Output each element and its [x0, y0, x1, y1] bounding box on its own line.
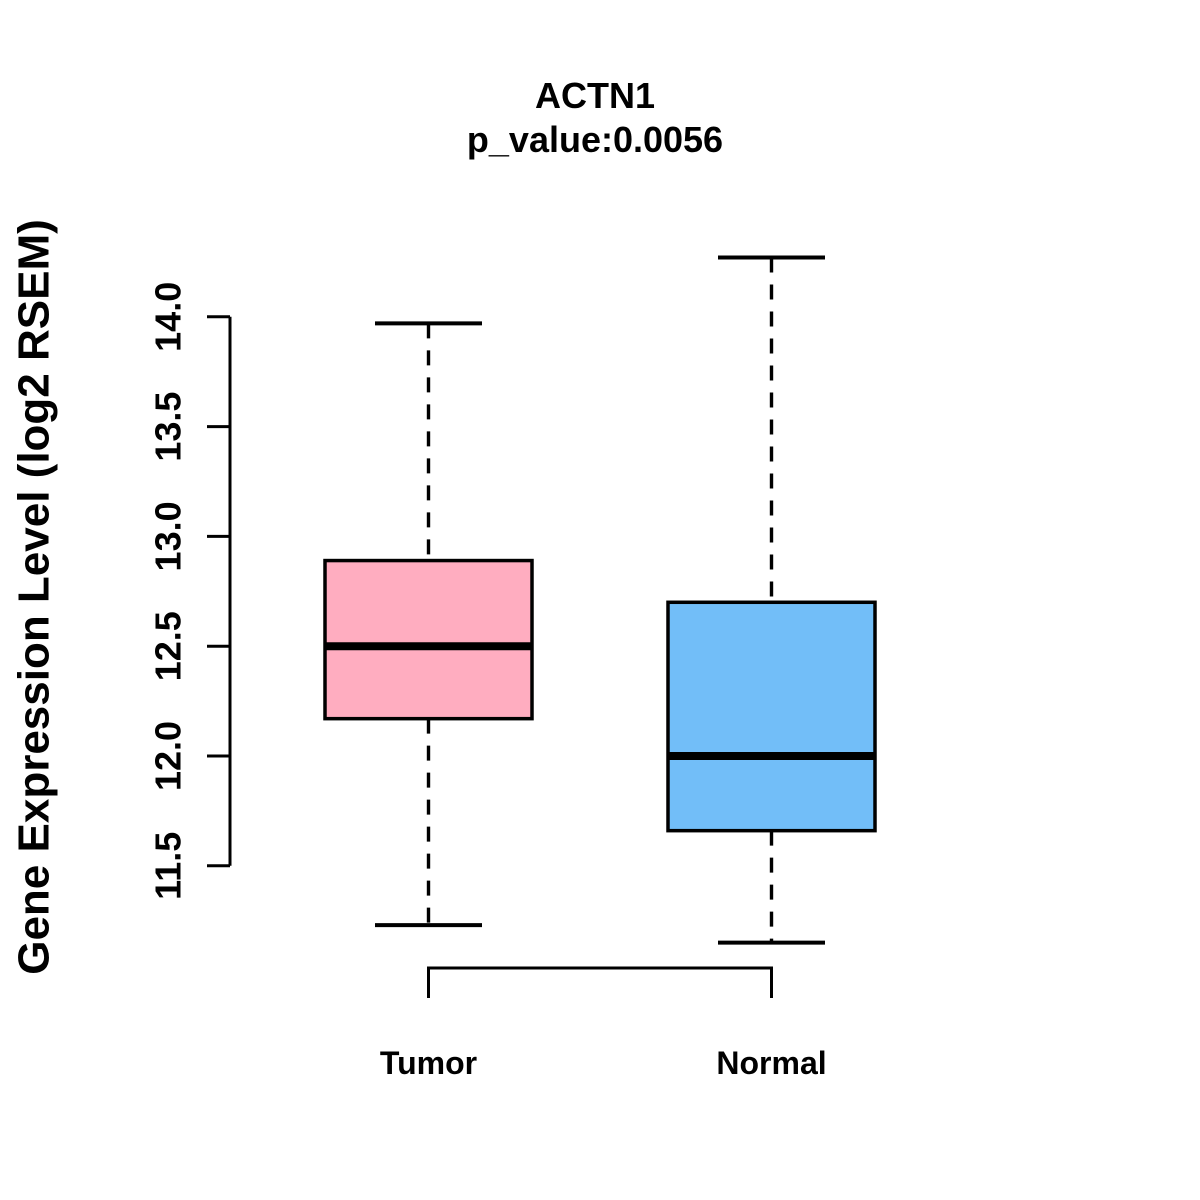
iqr-box-normal: [666, 600, 877, 833]
group-label-normal: Normal: [716, 1045, 826, 1081]
boxplot-tumor: [323, 321, 534, 928]
y-tick-label: 14.0: [148, 282, 189, 352]
group-label-tumor: Tumor: [380, 1045, 477, 1081]
y-tick-label: 12.5: [148, 611, 189, 681]
y-tick-label: 13.5: [148, 392, 189, 462]
boxplot-normal: [666, 255, 877, 945]
y-axis: 11.5 12.0 12.5 13.0 13.5 14.0: [148, 282, 232, 900]
x-axis: Tumor Normal: [380, 966, 827, 1081]
y-tick-label: 12.0: [148, 721, 189, 791]
chart-subtitle: p_value:0.0056: [467, 119, 723, 160]
chart-title: ACTN1: [535, 75, 655, 116]
x-axis-bracket: [427, 966, 773, 998]
y-tick-label: 11.5: [148, 832, 189, 900]
boxes-layer: [323, 255, 877, 945]
y-axis-title: Gene Expression Level (log2 RSEM): [10, 219, 59, 975]
iqr-box-tumor: [323, 558, 534, 721]
y-tick-label: 13.0: [148, 501, 189, 571]
